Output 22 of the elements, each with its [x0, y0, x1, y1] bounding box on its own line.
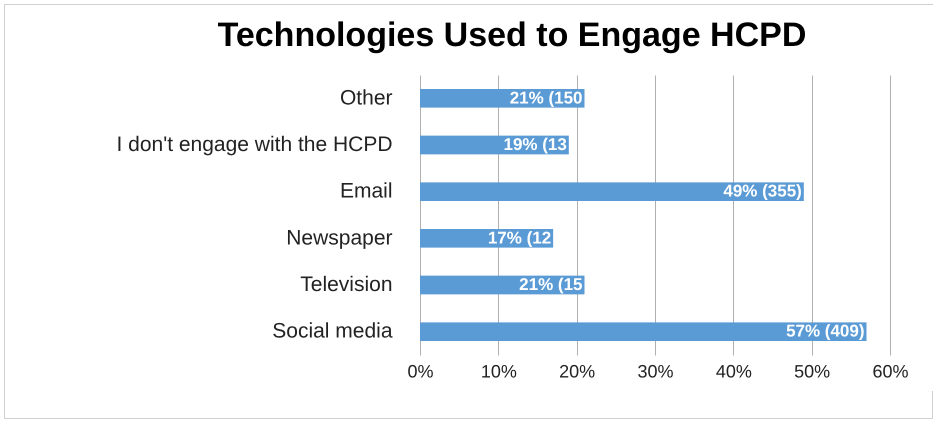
data-label: 21% (15	[519, 275, 582, 294]
x-tick-label: 50%	[794, 362, 830, 382]
y-tick-label: Other	[340, 86, 392, 110]
y-tick-label: Email	[340, 180, 392, 203]
y-tick-label: Newspaper	[286, 226, 392, 250]
data-label: 17% (12	[488, 228, 552, 248]
data-label: 21% (150	[510, 88, 582, 108]
x-tick-label: 60%	[872, 362, 909, 382]
x-tick-label: 0%	[407, 362, 434, 382]
y-tick-label: Social media	[272, 320, 393, 343]
x-tick-label: 20%	[559, 362, 596, 382]
bar	[420, 182, 804, 201]
x-tick-label: 10%	[480, 362, 517, 382]
y-tick-label: Television	[300, 273, 392, 296]
chart-title: Technologies Used to Engage HCPD	[218, 16, 806, 54]
data-label: 49% (355)	[723, 182, 802, 201]
x-tick-label: 40%	[716, 362, 752, 382]
data-label: 19% (13	[504, 135, 567, 154]
x-tick-label: 30%	[637, 362, 674, 382]
bar	[420, 322, 866, 341]
y-tick-label: I don't engage with the HCPD	[116, 133, 392, 156]
data-label: 57% (409)	[786, 322, 864, 341]
